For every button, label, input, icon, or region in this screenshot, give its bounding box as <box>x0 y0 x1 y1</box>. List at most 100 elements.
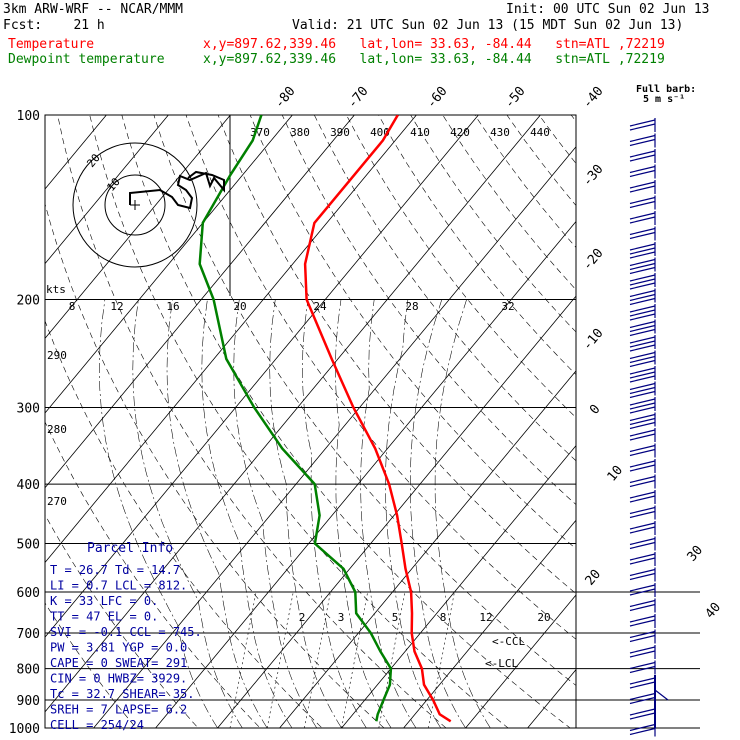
wind-barb-flag <box>629 413 656 422</box>
wind-barb-flag <box>629 367 656 375</box>
top-temperature-label: -80 <box>272 84 299 112</box>
wind-barb-flag <box>629 444 656 453</box>
upper-tick-label: 440 <box>530 126 550 139</box>
wind-barb-flag <box>629 491 656 499</box>
mid-tick-label: 16 <box>166 300 179 313</box>
wind-barb-flag <box>629 150 656 158</box>
wind-barb-flag <box>629 696 656 705</box>
hodograph-ring <box>104 174 166 236</box>
moist-adiabat-line <box>269 299 342 728</box>
wind-barb-flag <box>629 262 656 271</box>
parcel-info-row: TT = 47 EL = 0. <box>50 610 158 624</box>
top-temperature-label: -50 <box>502 84 529 112</box>
wind-barb-flag <box>629 274 656 282</box>
wind-barb-flag <box>629 429 656 437</box>
parcel-info-row: LI = 0.7 LCL = 812. <box>50 579 187 593</box>
isotherm-line <box>403 519 576 728</box>
wind-barb-flag <box>629 727 656 736</box>
upper-tick-label: 410 <box>410 126 430 139</box>
wind-barb-flag <box>629 313 656 321</box>
dry-adiabat-line <box>153 115 576 686</box>
pressure-label: 200 <box>17 294 40 309</box>
mixing-ratio-line <box>304 591 331 728</box>
wind-barb-flag <box>629 123 656 131</box>
mixing-ratio-line <box>428 591 455 728</box>
valid-time: Valid: 21 UTC Sun 02 Jun 13 (15 MDT Sun … <box>292 18 684 33</box>
wind-barb-flag <box>629 681 656 689</box>
hodograph-trace <box>129 170 225 210</box>
wind-barb-flag <box>629 650 656 658</box>
parcel-info-row: Tc = 32.7 SHEAR= 35. <box>50 687 195 701</box>
wind-barb-flag <box>629 510 656 519</box>
dry-adiabat-line <box>442 115 576 291</box>
mixing-ratio-label: 5 <box>392 611 399 624</box>
theta-label: 270 <box>47 495 67 508</box>
isotherm-line <box>155 220 576 728</box>
dewpoint-location: x,y=897.62,339.46 lat,lon= 33.63, -84.44… <box>203 52 665 67</box>
wind-barb-flag <box>629 293 656 302</box>
full-barb-unit: 5 m s⁻¹ <box>643 94 686 105</box>
init-time: Init: 00 UTC Sun 02 Jun 13 <box>506 2 710 17</box>
mixing-ratio-label: 2 <box>299 611 306 624</box>
pressure-label: 600 <box>17 586 40 601</box>
isotherm-line <box>93 146 576 728</box>
moist-adiabat-line <box>385 299 442 728</box>
right-temperature-label: -10 <box>580 326 607 354</box>
forecast-hour: Fcst: 21 h <box>3 18 105 33</box>
hodograph-unit: kts <box>46 283 66 296</box>
pressure-label: 700 <box>17 627 40 642</box>
moist-adiabat-line <box>233 299 318 728</box>
isotherm-line <box>45 115 541 713</box>
wind-barb-flag <box>629 619 656 627</box>
pressure-label: 800 <box>17 663 40 678</box>
isotherm-line <box>465 594 576 728</box>
right-temperature-label: 30 <box>685 543 707 565</box>
pressure-label: 400 <box>17 478 40 493</box>
dry-adiabat-line <box>45 421 261 728</box>
isotherm-line <box>45 115 293 414</box>
wind-barb-flag <box>629 247 656 255</box>
dry-adiabat-line <box>89 115 509 728</box>
right-temperature-label: -20 <box>580 246 607 274</box>
upper-tick-label: 380 <box>290 126 310 139</box>
upper-tick-label: 430 <box>490 126 510 139</box>
isotherm-line <box>527 669 576 728</box>
wind-barb-flag <box>629 231 656 240</box>
dry-adiabat-line <box>45 319 323 728</box>
wind-barb-flag <box>629 390 656 399</box>
mixing-ratio-label: 8 <box>440 611 447 624</box>
isotherm-line <box>45 115 355 489</box>
wind-barb-flag <box>629 134 656 143</box>
parcel-info-row: K = 33 LFC = 0. <box>50 594 158 608</box>
mid-tick-label: 28 <box>405 300 418 313</box>
right-temperature-label: 0 <box>587 402 604 418</box>
wind-barb-flag <box>629 258 656 267</box>
dry-adiabat-line <box>217 115 576 595</box>
mixing-ratio-label: 3 <box>338 611 345 624</box>
parcel-info-row: CAPE = 0 SWEAT= 291 <box>50 656 187 670</box>
mixing-ratio-line <box>378 591 406 728</box>
wind-barb-flag <box>629 243 656 251</box>
wind-barb-flag <box>629 216 656 224</box>
wind-barb-flag <box>629 475 656 484</box>
parcel-info-row: SREH = 7 LAPSE= 6.2 <box>50 703 187 717</box>
upper-tick-label: 420 <box>450 126 470 139</box>
wind-barb-flag <box>629 200 656 209</box>
wind-barb-flag <box>629 599 656 608</box>
dry-adiabat-line <box>538 115 576 164</box>
dry-adiabat-line <box>57 115 447 728</box>
wind-barb-flag <box>629 506 656 515</box>
top-temperature-label: -40 <box>580 84 607 112</box>
wind-barb-flag <box>629 344 656 352</box>
mixing-ratio-label: 12 <box>479 611 492 624</box>
mixing-ratio-label: 20 <box>537 611 550 624</box>
isotherm-line <box>579 87 740 740</box>
wind-barb-flag <box>629 588 656 596</box>
wind-barb-flag <box>629 309 656 317</box>
moist-adiabat-line <box>434 299 491 728</box>
wind-barb-flag <box>629 227 656 236</box>
wind-barb-flag <box>629 212 656 220</box>
upper-tick-label: 390 <box>330 126 350 139</box>
parcel-info-row: SVI = -0.1 CCL = 745. <box>50 625 202 639</box>
wind-barb-flag <box>629 355 656 364</box>
